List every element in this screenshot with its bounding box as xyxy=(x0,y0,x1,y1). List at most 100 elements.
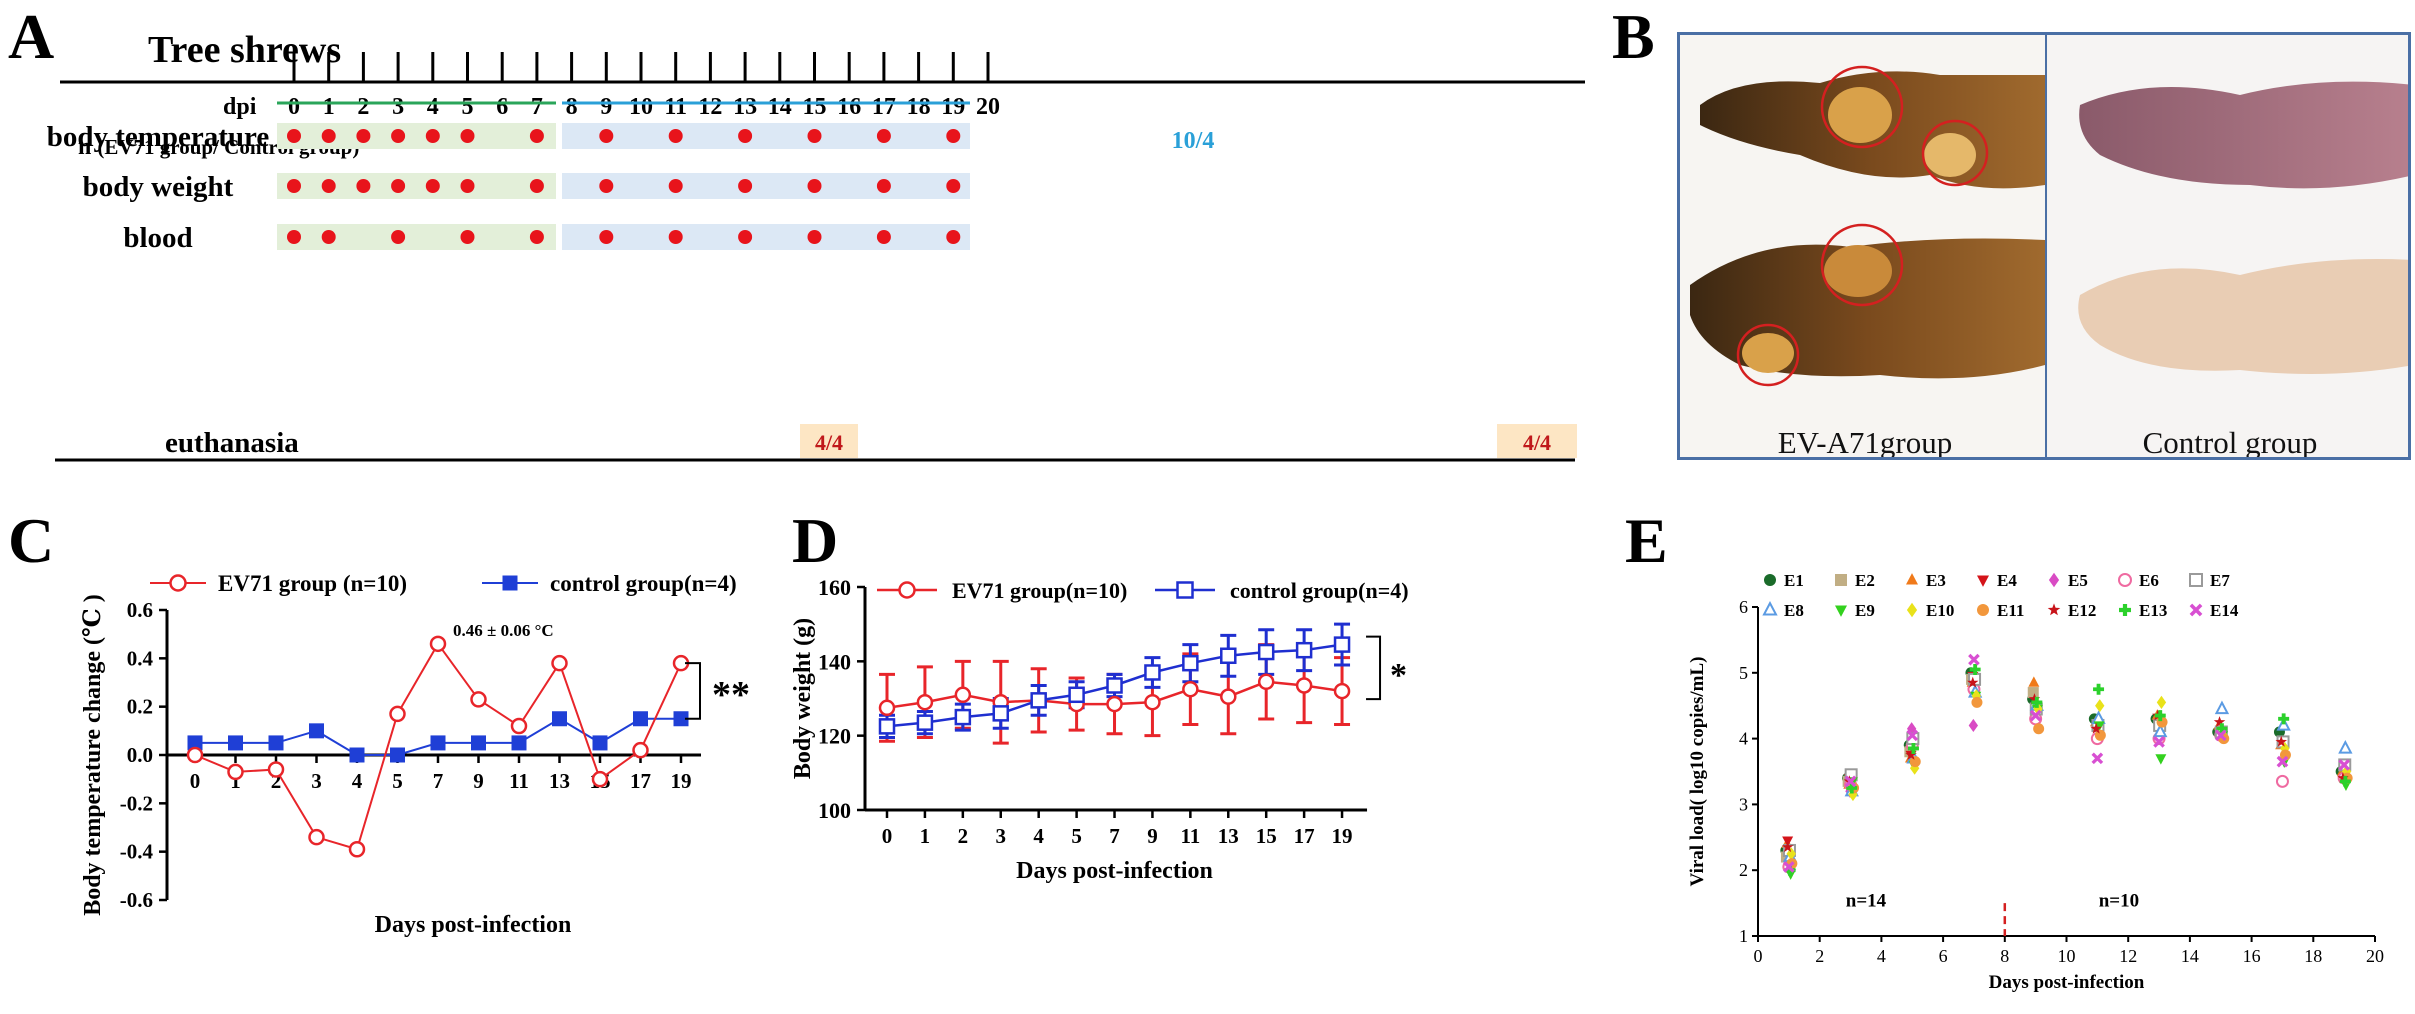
data-point xyxy=(2091,752,2104,765)
dpi-day-label: 19 xyxy=(941,94,965,120)
row-label: body temperature xyxy=(47,121,270,153)
sampling-dot xyxy=(529,179,544,193)
data-point xyxy=(510,717,528,735)
sampling-dot xyxy=(529,129,544,143)
x-tick-label: 19 xyxy=(1332,824,1353,848)
ev71-paw-top-lesion xyxy=(1924,133,1976,177)
y-tick-label: 0.0 xyxy=(127,743,153,767)
sampling-dot xyxy=(321,179,336,193)
dpi-day-label: 20 xyxy=(976,94,1000,120)
x-tick-label: 7 xyxy=(433,769,444,793)
panel-b-letter-svg: B xyxy=(1612,1,1655,70)
dpi-day-label: 1 xyxy=(323,94,335,120)
data-point xyxy=(2033,723,2045,735)
ev71-paw-top-pad xyxy=(1828,87,1892,143)
y-tick-label: 140 xyxy=(818,649,851,674)
data-point xyxy=(1068,686,1085,704)
sampling-dot xyxy=(391,230,406,244)
data-point xyxy=(2153,736,2165,748)
x-tick-label: 7 xyxy=(1109,824,1120,848)
data-point xyxy=(2189,603,2203,617)
x-tick-label: 4 xyxy=(1033,824,1044,848)
data-point xyxy=(1905,749,1917,760)
y-tick-label: 0.6 xyxy=(127,598,153,622)
sampling-dot xyxy=(460,230,475,244)
y-tick-label: 1 xyxy=(1739,926,1748,946)
y-tick-label: 6 xyxy=(1739,597,1748,617)
data-point xyxy=(592,735,608,751)
data-point xyxy=(1835,574,1847,586)
data-point xyxy=(1781,841,1794,853)
sampling-dot xyxy=(738,179,753,193)
data-point xyxy=(673,711,689,727)
early-phase-band xyxy=(277,123,556,149)
y-tick-label: 3 xyxy=(1739,794,1748,814)
x-tick-label: 13 xyxy=(549,769,570,793)
dpi-day-label: 11 xyxy=(664,94,687,120)
x-tick-label: 16 xyxy=(2243,946,2261,966)
legend-label: E10 xyxy=(1926,601,1954,620)
x-tick-label: 18 xyxy=(2304,946,2322,966)
data-point xyxy=(1906,602,1918,618)
legend-e: E1 E2 E3 E4 E5 E6 E7 E8 E9 E10 E11 E12 E13 E14 xyxy=(1762,571,2239,620)
plot-d xyxy=(878,622,1382,745)
data-point xyxy=(992,705,1010,722)
data-point xyxy=(916,693,934,711)
x-tick-label: 11 xyxy=(509,769,529,793)
dpi-label: dpi xyxy=(223,94,257,120)
data-point xyxy=(2029,709,2042,722)
panel-c-letter: C xyxy=(8,505,54,576)
data-point xyxy=(430,735,446,751)
sampling-dot xyxy=(946,179,961,193)
x-tick-label: 11 xyxy=(1180,824,1200,848)
data-point xyxy=(2093,683,2105,695)
data-point xyxy=(632,741,649,759)
dpi-day-labels: 0 1 2 3 4 5 6 7 8 9 10 11 12 13 14 15 16 17 18 19 20 xyxy=(288,94,1000,120)
sampling-dot xyxy=(876,230,891,244)
x-tick-label: 1 xyxy=(230,769,241,793)
data-point xyxy=(2154,710,2166,722)
data-point xyxy=(916,714,934,731)
legend-c: EV71 group (n=10) control group(n=4) xyxy=(150,571,737,596)
data-point xyxy=(2095,699,2105,713)
dpi-day-label: 13 xyxy=(733,94,757,120)
x-tick-label: 15 xyxy=(1256,824,1277,848)
significance-bracket xyxy=(1366,635,1382,701)
lesion-marker-4 xyxy=(1736,323,1800,387)
x-tick-label: 9 xyxy=(473,769,484,793)
x-tick-label: 0 xyxy=(1754,946,1763,966)
sampling-dot xyxy=(599,230,614,244)
sampling-dot xyxy=(356,129,371,143)
data-point xyxy=(1176,581,1194,599)
data-point xyxy=(1295,641,1313,659)
data-point xyxy=(2214,700,2230,715)
x-tick-label: 5 xyxy=(1071,824,1082,848)
data-point xyxy=(389,705,406,723)
dpi-day-label: 5 xyxy=(462,94,474,120)
data-point xyxy=(2189,573,2203,587)
panel-d-letter: D xyxy=(792,505,838,576)
dpi-day-label: 6 xyxy=(496,94,508,120)
data-point xyxy=(1967,676,1979,688)
late-phase-band xyxy=(562,173,970,199)
lesion-marker-1 xyxy=(1820,65,1904,149)
data-point xyxy=(502,575,518,591)
early-phase-band xyxy=(277,173,556,199)
x-tick-label: 4 xyxy=(352,769,363,793)
paw-photo-panel: EV-A71group Control group xyxy=(1677,32,2411,460)
legend-label: E6 xyxy=(2139,571,2159,590)
sampling-dot xyxy=(321,230,336,244)
data-point xyxy=(2153,723,2168,738)
data-point xyxy=(898,581,916,599)
late-phase-band xyxy=(562,224,970,250)
x-tick-label: 20 xyxy=(2366,946,2384,966)
sampling-dot xyxy=(425,179,440,193)
y-tick-label: -0.4 xyxy=(120,840,154,864)
data-point xyxy=(954,708,972,726)
data-point xyxy=(878,718,896,735)
x-tick-label: 1 xyxy=(920,824,931,848)
data-point xyxy=(186,746,204,764)
data-point xyxy=(1220,688,1237,705)
x-tick-label: 10 xyxy=(2058,946,2076,966)
panel-a-title: Tree shrews xyxy=(148,29,341,71)
